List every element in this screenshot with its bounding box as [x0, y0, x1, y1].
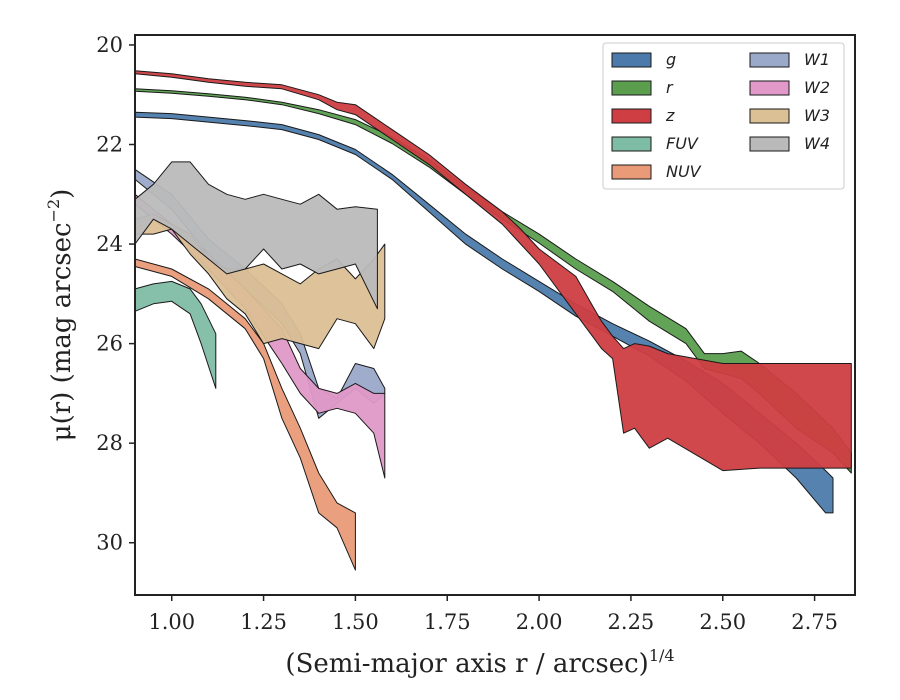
axis-ticks: 1.00 1.25 1.50 1.75 2.00 2.25 2.50 2.75 20 22 24 26…: [96, 33, 838, 634]
legend-swatch-z: [611, 108, 652, 124]
y-tick-label: 26: [96, 332, 123, 356]
x-tick-label: 1.75: [424, 610, 471, 634]
y-tick-label: 22: [96, 133, 123, 157]
x-tick-label: 2.50: [699, 610, 746, 634]
legend-label-w1: W1: [804, 50, 830, 69]
y-axis-label: μ(r) (mag arcsec−2): [44, 189, 77, 442]
plot-frame: [134, 34, 856, 596]
y-tick-label: 24: [96, 232, 123, 256]
x-tick-label: 1.50: [332, 610, 379, 634]
legend-swatch-r: [611, 80, 652, 96]
legend-label-w3: W3: [804, 106, 830, 125]
legend: grz FUV NUV W1 W2 W3 W4: [602, 42, 845, 190]
legend-label-nuv: NUV: [666, 162, 702, 181]
series-band-nuv: [134, 258, 356, 571]
legend-label-g: g: [666, 50, 676, 69]
legend-label-r: r: [666, 78, 674, 97]
legend-label-z: z: [665, 106, 675, 125]
legend-swatch-w2: [749, 80, 790, 96]
x-tick-label: 2.75: [791, 610, 838, 634]
series-band-w4: [134, 161, 378, 310]
y-tick-label: 28: [96, 431, 123, 455]
y-tick-label: 20: [96, 33, 123, 57]
legend-frame: [602, 42, 845, 190]
x-tick-label: 2.25: [608, 610, 655, 634]
legend-swatch-nuv: [611, 164, 652, 180]
legend-swatch-w4: [749, 136, 790, 152]
x-tick-label: 1.25: [240, 610, 287, 634]
legend-label-fuv: FUV: [666, 134, 699, 153]
x-tick-label: 2.00: [516, 610, 563, 634]
series-band-z: [134, 70, 852, 472]
legend-label-w2: W2: [804, 78, 830, 97]
legend-swatch-fuv: [611, 136, 652, 152]
legend-swatch-w3: [749, 108, 790, 124]
x-axis-label: (Semi-major axis r / arcsec)1/4: [285, 646, 674, 679]
series-band-g: [134, 111, 834, 514]
x-tick-label: 1.00: [148, 610, 195, 634]
y-tick-label: 30: [96, 531, 123, 555]
series-band-fuv: [134, 280, 217, 389]
series-layer: [134, 70, 852, 571]
legend-swatch-g: [611, 52, 652, 68]
legend-swatch-w1: [749, 52, 790, 68]
legend-label-w4: W4: [804, 134, 830, 153]
